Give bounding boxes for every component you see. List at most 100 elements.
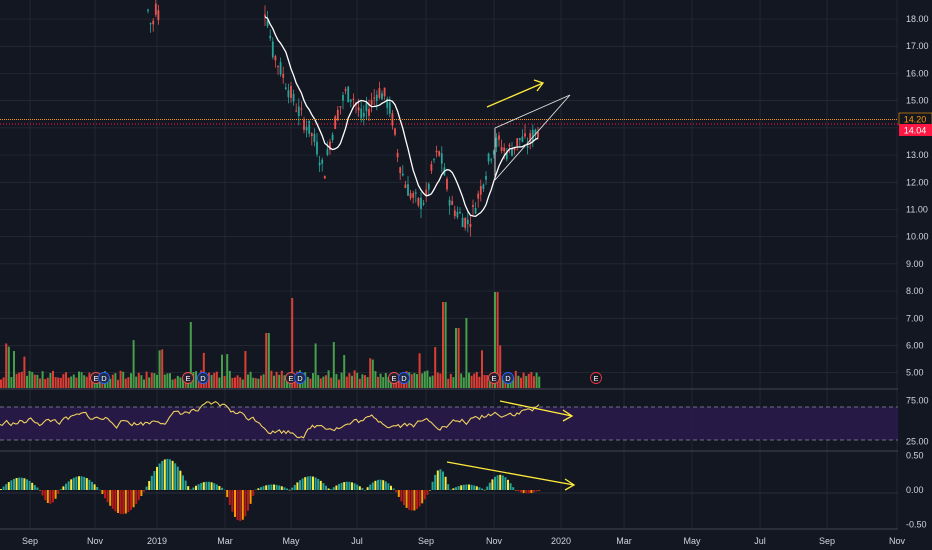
- price-arrow-shaft: [486, 82, 544, 108]
- dividend-marker-label: D: [505, 374, 511, 383]
- volume-bar: [114, 373, 117, 388]
- volume-bar: [52, 370, 54, 388]
- oscillator-bar: [169, 459, 171, 490]
- oscillator-pane[interactable]: [0, 458, 898, 522]
- candle-body: [477, 193, 480, 199]
- candle-body: [303, 119, 305, 130]
- candle-body: [310, 133, 313, 136]
- volume-bar: [457, 328, 460, 388]
- oscillator-bar: [127, 490, 130, 513]
- candle-body: [537, 131, 539, 138]
- candle-body: [529, 133, 532, 142]
- oscillator-bar: [384, 481, 387, 490]
- time-axis[interactable]: Sep Nov 2019 Mar May Jul Sep Nov 2020 Mar May Jul Se…: [22, 536, 906, 546]
- volume-bar: [13, 351, 15, 388]
- oscillator-bar: [187, 486, 190, 490]
- candle-body: [534, 129, 537, 135]
- price-trend-arrow[interactable]: [486, 79, 545, 108]
- oscillator-bar: [527, 490, 530, 494]
- oscillator-bar: [236, 490, 239, 521]
- candle-body: [342, 95, 344, 101]
- volume-bar: [280, 370, 283, 388]
- volume-bar: [15, 373, 18, 388]
- volume-bar: [130, 373, 132, 388]
- volume-bar: [494, 292, 496, 388]
- oscillator-bar: [33, 485, 36, 490]
- volume-bar: [218, 377, 221, 388]
- oscillator-bar: [106, 490, 109, 503]
- volume-bar: [481, 350, 483, 388]
- oscillator-bar: [379, 479, 382, 490]
- oscillator-bar: [153, 471, 156, 490]
- oscillator-bar: [179, 470, 182, 490]
- volume-bar: [449, 373, 452, 388]
- candle-body: [438, 151, 441, 156]
- price-tick-label: 13.00: [906, 150, 929, 160]
- oscillator-bar: [98, 489, 101, 491]
- oscillator-bar: [205, 481, 208, 490]
- candle-body: [487, 153, 490, 162]
- volume-bar: [221, 354, 223, 388]
- oscillator-bar: [369, 484, 372, 490]
- oscillator-bar: [65, 483, 67, 490]
- wedge-pattern[interactable]: [494, 94, 571, 181]
- oscillator-bar: [20, 477, 23, 490]
- volume-bar: [119, 370, 122, 388]
- volume-bar: [132, 340, 135, 388]
- volume-bar: [418, 353, 421, 388]
- candle-body: [295, 110, 298, 112]
- oscillator-bar: [184, 480, 187, 490]
- candle-body: [269, 35, 272, 39]
- oscillator-bar: [491, 479, 494, 490]
- volume-bar: [530, 371, 533, 388]
- oscillator-bar: [421, 490, 424, 504]
- oscillator-bar: [75, 476, 78, 490]
- candle-body: [440, 153, 443, 164]
- price-axis[interactable]: 18.0017.0016.0015.0014.0013.0012.0011.00…: [906, 14, 929, 530]
- oscillator-bar: [23, 478, 26, 490]
- rsi-arrow-shaft: [499, 400, 573, 417]
- oscillator-bar: [197, 484, 200, 490]
- event-markers[interactable]: E E E E E ED D D D D: [90, 372, 602, 384]
- oscillator-bar: [36, 487, 39, 490]
- oscillator-bar: [286, 488, 288, 490]
- price-tick-label: 15.00: [906, 96, 929, 106]
- oscillator-bar: [397, 490, 400, 497]
- volume-bar: [93, 379, 96, 388]
- volume-bar: [7, 346, 10, 388]
- oscillator-bar: [382, 480, 385, 490]
- volume-bar: [444, 302, 447, 388]
- volume-bar: [111, 374, 114, 388]
- rsi-pane[interactable]: [0, 400, 898, 441]
- candle-body: [401, 173, 404, 176]
- volume-bar: [478, 376, 481, 388]
- oscillator-bar: [449, 489, 452, 491]
- earnings-marker-label: E: [93, 374, 98, 383]
- volume-bar: [514, 370, 517, 388]
- oscillator-tick-label: 0.50: [906, 450, 924, 460]
- oscillator-bar: [200, 482, 203, 490]
- candle-body: [297, 106, 300, 117]
- candle-body: [492, 150, 495, 155]
- oscillator-bar: [101, 490, 104, 495]
- oscillator-bar: [429, 490, 431, 491]
- candle-body: [277, 66, 279, 68]
- volume-bar: [150, 372, 153, 388]
- rsi-arrow-head: [562, 409, 574, 422]
- candlestick-series[interactable]: [147, 0, 539, 237]
- volume-bar: [473, 373, 476, 388]
- oscillator-bar: [283, 487, 286, 490]
- oscillator-bar: [132, 490, 135, 508]
- volume-bar: [85, 376, 88, 388]
- volume-bar: [501, 376, 504, 388]
- oscillator-bar: [148, 481, 151, 490]
- oscillator-bar: [111, 490, 114, 509]
- time-tick-label: Sep: [819, 536, 835, 546]
- candle-body: [313, 133, 316, 142]
- oscillator-bar: [124, 490, 127, 514]
- dividend-marker-label: D: [200, 374, 206, 383]
- volume-bar: [335, 374, 338, 388]
- volume-bar: [340, 372, 343, 388]
- price-tick-label: 17.00: [906, 41, 929, 51]
